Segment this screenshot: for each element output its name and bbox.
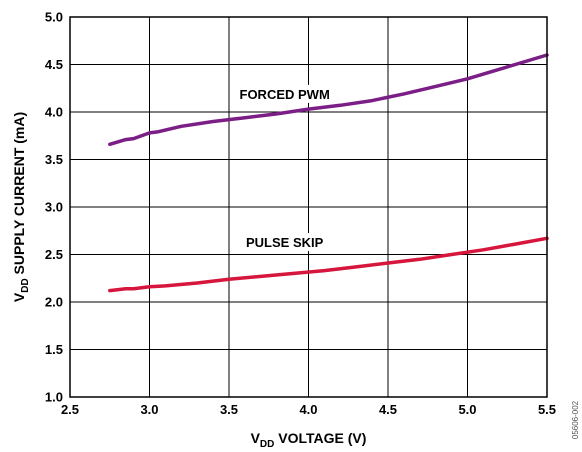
tick-labels: 2.5 3.0 3.5 4.0 4.5 5.0 5.5 1.0 1.5 2.0 2.5 3.0 3.5 4… <box>45 10 556 418</box>
y-tick-label: 1.0 <box>45 390 63 405</box>
y-tick-label: 2.5 <box>45 247 63 262</box>
series-0-point <box>435 85 437 87</box>
series-1-point <box>514 243 516 245</box>
series-label-bg <box>236 84 333 103</box>
y-tick-label: 3.0 <box>45 200 63 215</box>
y-tick-label: 3.5 <box>45 152 63 167</box>
figure-code: 05606-002 <box>571 400 580 439</box>
series-1-point <box>292 272 294 275</box>
series-0-point <box>109 143 111 145</box>
series-0-point <box>212 120 214 123</box>
series-1-point <box>482 249 484 251</box>
series-1-point <box>355 266 357 268</box>
series-0-point <box>339 104 341 106</box>
x-tick-label: 4.5 <box>379 402 397 417</box>
series-0-point <box>244 117 246 119</box>
series-1-point <box>148 286 151 288</box>
y-axis-title: VDD SUPPLY CURRENT (mA) <box>11 112 31 302</box>
series-0-point <box>156 131 158 133</box>
series-0-point <box>276 113 278 115</box>
x-tick-label: 3.0 <box>140 402 158 417</box>
series-0-point <box>498 68 500 70</box>
series-1-point <box>164 285 166 287</box>
series-label-bg <box>236 233 333 252</box>
series-labels: FORCED PWM PULSE SKIP <box>236 84 333 252</box>
x-tick-label: 5.0 <box>458 402 476 417</box>
x-tick-label: 3.5 <box>220 402 238 417</box>
series-1-point <box>228 278 230 280</box>
series-0-point <box>403 93 405 95</box>
series-1-point <box>109 290 111 292</box>
series-1-point <box>387 262 389 264</box>
series-0-point <box>125 139 127 141</box>
series-1-point <box>419 258 421 260</box>
series-1-point <box>323 270 325 272</box>
series-0-point <box>180 125 182 127</box>
x-tick-label: 5.5 <box>538 402 556 417</box>
y-tick-label: 4.0 <box>45 105 63 120</box>
series-1-point <box>451 253 453 256</box>
series-1-point <box>125 288 127 290</box>
series-label-0: FORCED PWM <box>240 87 330 102</box>
series-1-point <box>196 282 198 284</box>
series-0-point <box>466 78 469 80</box>
series-0-point <box>133 138 135 140</box>
series-1-point <box>260 275 262 277</box>
y-tick-label: 4.5 <box>45 57 63 72</box>
x-axis-title: VDD VOLTAGE (V) <box>251 430 367 450</box>
plot-frame <box>69 16 548 398</box>
series-label-1: PULSE SKIP <box>246 235 324 250</box>
series-group <box>108 53 549 293</box>
series-0-point <box>148 132 151 134</box>
series-0-point <box>371 100 373 102</box>
y-tick-label: 5.0 <box>45 10 63 25</box>
x-tick-label: 4.0 <box>299 402 317 417</box>
y-tick-label: 2.0 <box>45 295 63 310</box>
series-0-point <box>307 108 310 110</box>
x-tick-label: 2.5 <box>61 402 79 417</box>
series-1-point <box>133 288 135 290</box>
y-tick-label: 1.5 <box>45 342 63 357</box>
